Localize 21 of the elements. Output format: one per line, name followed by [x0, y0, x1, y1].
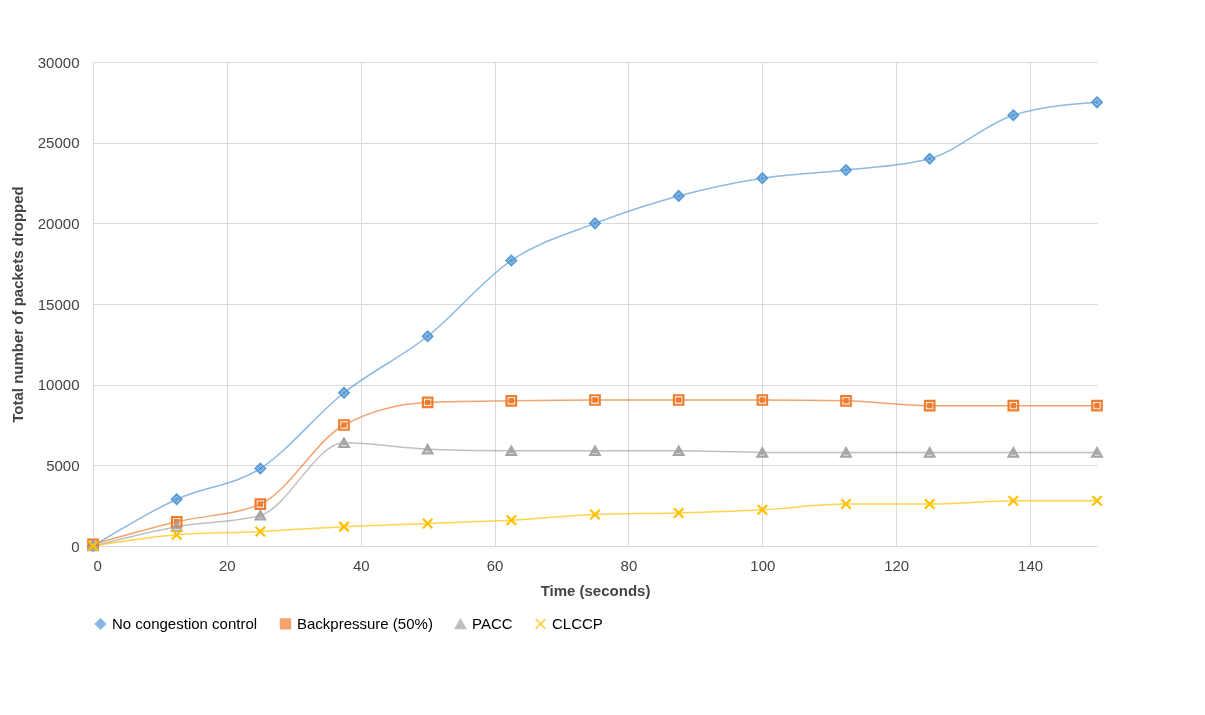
x-tick-label: 20 [219, 556, 236, 574]
x-tick-label: 60 [486, 556, 504, 574]
y-tick-label: 20000 [37, 214, 80, 232]
x-tick-label: 80 [620, 556, 638, 574]
legend-label: PACC [472, 615, 513, 633]
y-tick-label: 5000 [46, 456, 80, 474]
y-tick-label: 30000 [37, 53, 80, 71]
legend-label: Backpressure (50%) [297, 614, 433, 632]
y-tick-label: 25000 [37, 134, 80, 152]
x-tick-label: 40 [352, 556, 370, 574]
legend-label: No congestion control [112, 614, 258, 632]
x-tick-label: 120 [884, 556, 910, 574]
x-axis-title: Time (seconds) [540, 581, 651, 599]
y-axis-title: Total number of packets dropped [8, 186, 26, 423]
x-tick-label: 140 [1018, 556, 1044, 574]
y-tick-label: 0 [71, 537, 80, 555]
x-tick-label: 100 [750, 556, 776, 574]
legend-label: CLCCP [552, 614, 603, 632]
y-tick-label: 15000 [37, 295, 80, 313]
y-tick-label: 10000 [37, 376, 80, 394]
x-tick-label: 0 [93, 556, 102, 574]
